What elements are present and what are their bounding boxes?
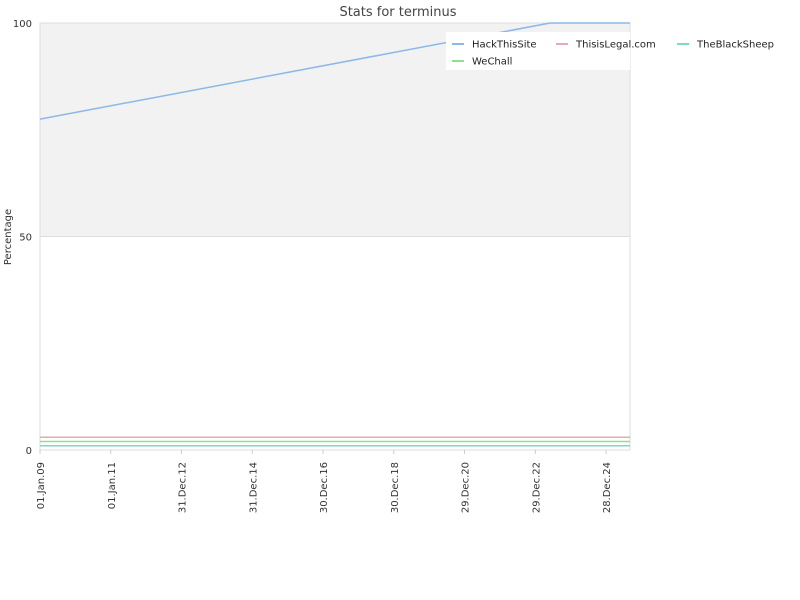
legend-label: TheBlackSheep bbox=[696, 40, 774, 51]
x-tick-label: 29.Dec.22 bbox=[531, 462, 542, 513]
legend-label: ThisisLegal.com bbox=[575, 40, 656, 51]
y-tick-label: 100 bbox=[13, 19, 32, 30]
x-tick-label: 30.Dec.18 bbox=[390, 462, 401, 513]
x-tick-label: 01.Jan.09 bbox=[36, 462, 47, 509]
x-tick-label: 31.Dec.12 bbox=[178, 462, 189, 513]
legend-background bbox=[446, 32, 630, 70]
legend-label: HackThisSite bbox=[472, 40, 537, 51]
x-tick-label: 30.Dec.16 bbox=[319, 462, 330, 513]
x-tick-label: 28.Dec.24 bbox=[602, 462, 613, 513]
y-axis-label: Percentage bbox=[3, 209, 14, 265]
legend: HackThisSite ThisisLegal.com TheBlackSheep… bbox=[446, 32, 774, 70]
series-layer bbox=[39, 22, 630, 447]
legend-label: WeChall bbox=[472, 57, 512, 68]
x-tick-label: 29.Dec.20 bbox=[461, 462, 472, 513]
y-tick-label: 0 bbox=[26, 446, 32, 457]
y-axis: 0 50 100 bbox=[13, 19, 32, 457]
series-line bbox=[39, 22, 630, 120]
x-tick-label: 01.Jan.11 bbox=[107, 462, 118, 509]
x-tick-label: 31.Dec.14 bbox=[248, 462, 259, 513]
chart-title: Stats for terminus bbox=[339, 5, 456, 20]
x-axis: 01.Jan.09 01.Jan.11 31.Dec.12 31.Dec.14 30.D… bbox=[36, 450, 613, 513]
y-tick-label: 50 bbox=[19, 233, 32, 244]
